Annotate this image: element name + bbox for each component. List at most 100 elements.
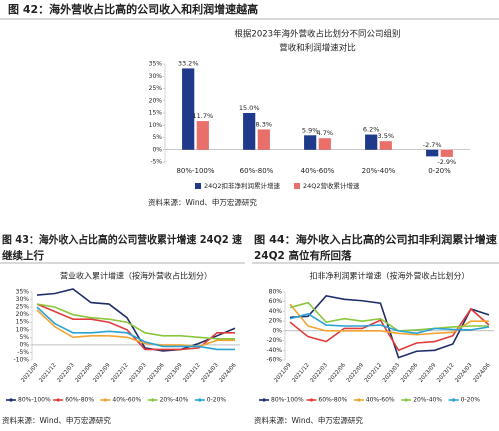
figure-caption: 24Q2 高位有所回落 [254,249,352,262]
y-tick-label: 30% [149,73,163,80]
legend-marker [56,398,60,402]
y-tick-label: 0% [19,341,29,348]
y-tick-label: 25% [16,304,30,311]
legend-marker [404,398,408,402]
y-tick-label: 10% [16,326,30,333]
x-tick-label: 2022/12 [110,362,129,383]
x-tick-label: 2021/09 [273,362,293,384]
bar [257,129,270,150]
x-tick-label: 2022/09 [346,362,366,384]
legend-marker [309,398,313,402]
data-label: 6.2% [363,126,380,134]
x-tick-label: 2021/09 [20,362,40,384]
data-label: -2.7% [423,141,442,149]
legend-marker [357,398,361,402]
legend-label: 0-20% [207,397,227,404]
y-tick-label: 25% [149,85,163,92]
x-tick-label: 2021/12 [291,362,310,383]
x-tick-label: 2024/03 [454,362,474,384]
bar [318,138,331,150]
data-label: 3.5% [378,132,395,140]
y-tick-label: 15% [149,110,163,117]
chart-title: 根据2023年海外营收占比划分不同公司组别 [234,29,400,40]
y-tick-label: 30% [16,296,30,303]
y-tick-label: 0% [152,146,162,153]
y-tick-label: 20% [269,318,283,325]
y-tick-label: 35% [149,61,163,68]
chart-title: 营业收入累计增速（按海外营收占比划分） [60,271,212,281]
legend-label: 40%-60% [366,397,395,404]
series-line [36,288,236,352]
data-label: 15.0% [239,104,260,112]
x-tick-label: 2024/06 [472,362,492,384]
series-line [289,295,490,359]
x-tick-label: 2021/12 [38,362,57,383]
data-label: -2.9% [437,158,456,166]
figure-caption: 图 42：海外营收占比高的公司收入和利润增速越高 [8,2,258,16]
y-tick-label: 5% [152,134,162,141]
bar [196,121,209,150]
bar [426,149,439,157]
legend-label: 80%-100% [271,397,304,404]
x-tick-label: 2022/03 [310,362,330,384]
data-label: 5.9% [302,126,319,134]
legend-label: 0-20% [461,397,481,404]
legend-swatch [294,183,301,189]
legend-label: 60%-80% [65,397,94,404]
chart-subtitle: 营收和利润增速对比 [279,43,356,54]
x-tick-label: 80%-100% [176,167,214,175]
data-label: 33.2% [178,59,199,67]
x-tick-label: 2022/06 [74,362,94,384]
legend-label: 60%-80% [318,397,347,404]
series-line [36,309,235,348]
legend-swatch [195,183,201,189]
y-tick-label: -5% [150,159,162,166]
x-tick-label: 2023/06 [400,362,420,384]
y-tick-label: -5% [17,349,29,356]
x-tick-label: 2022/06 [328,362,348,384]
x-tick-label: 2022/09 [92,362,112,384]
bar [440,149,453,157]
bar [182,68,195,150]
legend-label: 80%-100% [18,397,51,404]
x-tick-label: 2022/12 [364,362,383,383]
y-tick-label: 0% [272,327,282,334]
x-tick-label: 2023/09 [164,362,184,384]
x-tick-label: 2024/03 [200,362,220,384]
figure-caption: 继续上行 [2,249,44,262]
figure-caption: 图 44：海外收入占比高的公司扣非利润累计增速 [254,233,498,246]
y-tick-label: 5% [19,334,29,341]
chart-title: 扣非净利润累计增速（按海外营收占比划分） [310,271,470,281]
series-line [289,301,489,332]
legend-label: 24Q2扣非净利润累计增速 [204,181,281,190]
x-tick-label: 2023/06 [146,362,166,384]
legend-label: 20%-40% [413,397,442,404]
data-label: 11.7% [192,112,213,120]
bar [304,135,317,150]
y-tick-label: 20% [16,311,30,318]
series-line [289,312,490,335]
legend-marker [262,398,266,402]
legend-marker [103,398,107,402]
x-tick-label: 40%-60% [301,167,335,175]
x-tick-label: 20%-40% [362,167,396,175]
legend-marker [452,398,456,402]
legend-label: 24Q2营收累计增速 [303,181,360,190]
data-label: 4.7% [317,129,334,137]
data-label: 8.3% [256,120,273,128]
y-tick-label: 20% [149,97,163,104]
x-tick-label: 60%-80% [240,167,274,175]
legend-marker [9,398,13,402]
bar [379,141,392,150]
y-tick-label: 80% [269,289,283,296]
x-tick-label: 2023/12 [436,362,455,383]
x-tick-label: 2023/03 [382,362,402,384]
bar [365,134,378,150]
x-tick-label: 2023/03 [128,362,148,384]
y-tick-label: -20% [266,337,282,344]
y-tick-label: 15% [16,319,30,326]
x-tick-label: 2023/09 [418,362,438,384]
source-note: 资料来源：Wind、申万宏源研究 [254,415,363,425]
x-tick-label: 2024/06 [218,362,238,384]
